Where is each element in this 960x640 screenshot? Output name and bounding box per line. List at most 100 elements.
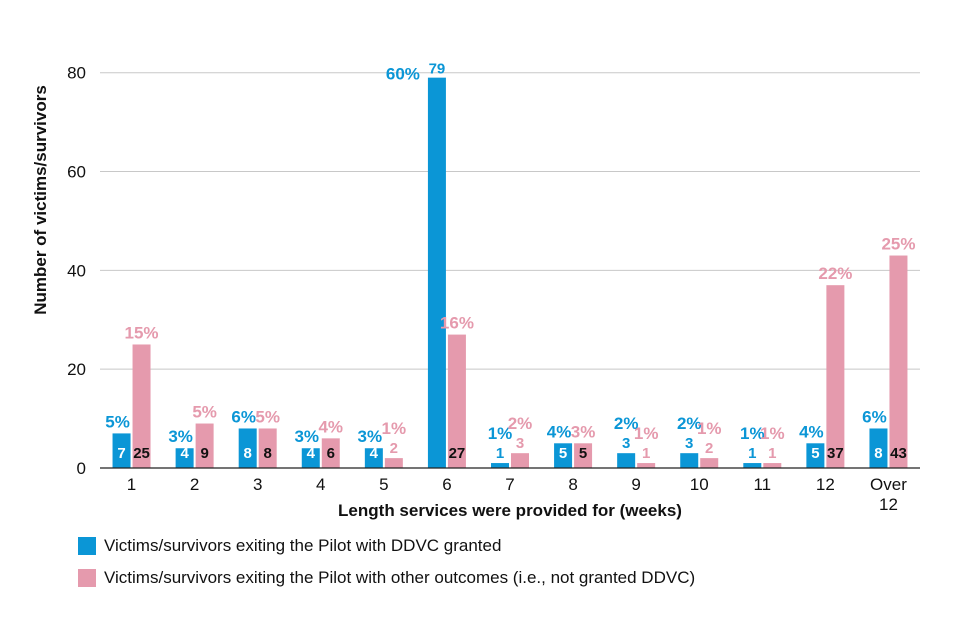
bar-value-label: 37 [827, 445, 844, 462]
x-axis-ticks: 1 2 3 4 5 6 7 8 9 10 11 12 Over 12 [127, 475, 907, 514]
bar-granted [238, 428, 257, 468]
bar-value-label: 3 [516, 435, 524, 452]
x-axis-label: Length services were provided for (weeks… [338, 501, 682, 520]
bar-value-label: 1 [496, 445, 504, 462]
bar-percent-label: 1% [382, 419, 407, 438]
bar-value-label: 1 [768, 445, 776, 462]
bar-percent-label: 2% [677, 414, 702, 433]
bar-value-label: 1 [748, 445, 756, 462]
bar-percent-label: 3% [294, 427, 319, 446]
bar-percent-label: 3% [571, 422, 596, 441]
y-tick-label: 60 [67, 163, 86, 182]
bar-other [321, 438, 340, 468]
bar-value-label: 8 [244, 445, 252, 462]
bar-other [511, 453, 529, 468]
bar-value-label: 8 [874, 445, 882, 462]
bar-granted [112, 433, 131, 468]
y-tick-label: 40 [67, 261, 86, 280]
bar-other [384, 458, 403, 468]
bar-granted [806, 443, 825, 468]
y-axis-label: Number of victims/survivors [31, 85, 50, 315]
bar-other [132, 344, 151, 468]
x-tick-label: Over 12 [870, 475, 907, 514]
bar-value-label: 4 [180, 445, 189, 462]
legend-item-granted: Victims/survivors exiting the Pilot with… [78, 536, 501, 556]
bar-value-label: 2 [705, 440, 713, 457]
bar-percent-label: 16% [440, 314, 474, 333]
y-tick-label: 80 [67, 64, 86, 83]
x-tick-label: 8 [568, 475, 577, 494]
bar-other [637, 463, 656, 468]
bar-value-label: 4 [370, 445, 379, 462]
bar-other [700, 458, 719, 468]
bar-granted [364, 448, 383, 468]
x-tick-label: 4 [316, 475, 325, 494]
bar-percent-label: 60% [386, 65, 420, 84]
bar-percent-label: 1% [634, 424, 659, 443]
bar-percent-label: 4% [547, 422, 572, 441]
bar-value-label: 25 [133, 445, 150, 462]
x-tick-label: 2 [190, 475, 199, 494]
x-tick-label: 9 [631, 475, 640, 494]
bar-percent-label: 22% [818, 264, 852, 283]
x-tick-label: 3 [253, 475, 262, 494]
bar-percent-label: 2% [614, 414, 639, 433]
bar-other [574, 443, 593, 468]
bar-value-label: 27 [449, 445, 466, 462]
x-tick-label: 7 [505, 475, 514, 494]
bar-granted [554, 443, 573, 468]
bar-percent-label: 15% [125, 323, 159, 342]
bar-other [889, 255, 908, 468]
bar-other [447, 334, 466, 468]
x-tick-label: 11 [753, 475, 771, 494]
y-tick-label: 20 [67, 360, 86, 379]
bar-granted [617, 453, 636, 468]
bar-percent-label: 5% [105, 412, 130, 431]
bar-percent-label: 25% [881, 235, 915, 254]
bar-other [826, 285, 845, 468]
bar-granted [301, 448, 320, 468]
bar-percent-label: 5% [192, 403, 217, 422]
bar-granted [491, 463, 509, 468]
bar-percent-label: 1% [488, 424, 513, 443]
bar-percent-label: 3% [358, 427, 383, 446]
bar-percent-label: 4% [318, 417, 343, 436]
bar-value-label: 79 [429, 61, 446, 78]
x-tick-label: 5 [379, 475, 388, 494]
bar-value-label: 2 [390, 440, 398, 457]
bar-percent-label: 5% [255, 407, 280, 426]
legend-label-other: Victims/survivors exiting the Pilot with… [104, 568, 696, 587]
bar-other [195, 423, 214, 468]
x-tick-label: 12 [816, 475, 835, 494]
bar-value-label: 1 [642, 445, 650, 462]
bar-granted [175, 448, 194, 468]
bar-value-label: 9 [200, 445, 208, 462]
bar-value-label: 5 [579, 445, 587, 462]
bar-granted [680, 453, 699, 468]
bar-value-label: 4 [307, 445, 316, 462]
bar-value-label: 6 [327, 445, 335, 462]
bar-other [258, 428, 277, 468]
bar-percent-label: 1% [697, 419, 722, 438]
y-axis-ticks: 0 20 40 60 80 [67, 64, 86, 478]
bar-value-label: 5 [559, 445, 567, 462]
bar-granted [869, 428, 888, 468]
bar-percent-label: 6% [231, 407, 256, 426]
bar-percent-label: 2% [508, 414, 533, 433]
x-tick-label: 6 [442, 475, 451, 494]
bar-other [763, 463, 782, 468]
x-tick-label: 1 [127, 475, 136, 494]
bar-percent-label: 6% [862, 407, 887, 426]
legend-label-granted: Victims/survivors exiting the Pilot with… [104, 536, 502, 555]
bar-value-label: 3 [622, 435, 630, 452]
bar-value-label: 8 [264, 445, 272, 462]
y-tick-label: 0 [77, 459, 86, 478]
bar-value-label: 3 [685, 435, 693, 452]
bar-granted [427, 77, 446, 468]
gridlines [100, 72, 920, 370]
bar-percent-label: 1% [760, 424, 785, 443]
legend-swatch-granted [78, 537, 96, 555]
bar-percent-label: 3% [168, 427, 193, 446]
